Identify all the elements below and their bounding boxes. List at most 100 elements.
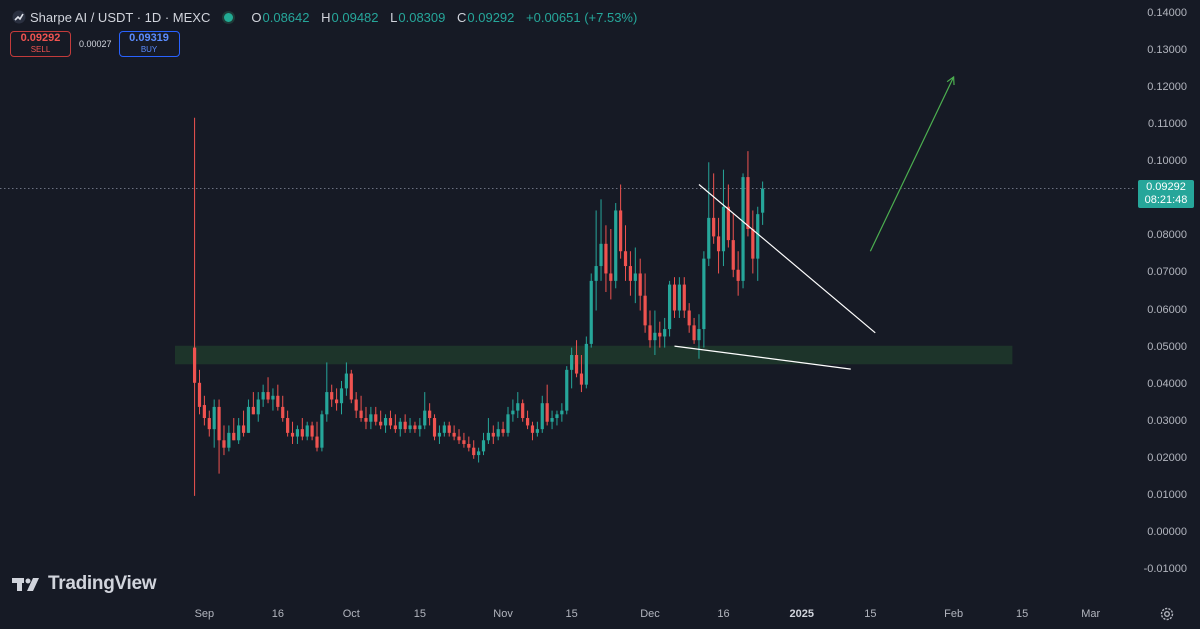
candle-body xyxy=(540,403,544,430)
candle-body xyxy=(731,240,735,270)
candle xyxy=(687,303,691,333)
candle-body xyxy=(428,410,432,419)
candle-body xyxy=(423,410,427,426)
candle-body xyxy=(560,410,564,415)
y-tick-label: 0.11000 xyxy=(1148,118,1187,131)
y-tick-label: 0.00000 xyxy=(1147,525,1187,538)
candle-body xyxy=(511,410,515,415)
candle xyxy=(648,310,652,348)
candle xyxy=(320,410,324,452)
candle xyxy=(202,395,206,426)
candle-body xyxy=(447,425,451,433)
x-tick-label: Oct xyxy=(342,608,360,620)
candle-body xyxy=(584,343,588,385)
candle xyxy=(393,414,397,433)
candle xyxy=(467,436,471,452)
candle-body xyxy=(486,432,491,441)
token-logo-icon xyxy=(12,10,26,24)
y-tick-label: 0.07000 xyxy=(1147,266,1187,279)
candle xyxy=(286,410,290,437)
candle xyxy=(212,399,216,448)
candle xyxy=(364,406,368,430)
candle-body xyxy=(300,429,304,437)
candle-body xyxy=(506,414,510,433)
candle-body xyxy=(628,266,633,281)
x-tick-label: 16 xyxy=(717,608,730,620)
candle xyxy=(457,429,461,444)
candle xyxy=(354,392,358,419)
candle-body xyxy=(545,403,549,422)
candle-body xyxy=(403,421,407,430)
candle-body xyxy=(295,429,300,437)
x-tick-label: Dec xyxy=(640,608,660,620)
y-tick-label: 0.04000 xyxy=(1147,377,1187,390)
candle xyxy=(486,418,491,444)
candle-body xyxy=(442,425,446,433)
candles xyxy=(192,117,765,496)
candle-body xyxy=(246,406,251,433)
spread-value: 0.00027 xyxy=(79,39,112,49)
candle xyxy=(516,392,520,419)
candle xyxy=(442,421,446,437)
candle-body xyxy=(457,436,461,441)
candle-body xyxy=(197,382,202,407)
candle xyxy=(403,414,407,433)
candle xyxy=(501,421,505,437)
x-tick-label: 16 xyxy=(271,608,284,620)
candle-body xyxy=(707,217,711,259)
candle-body xyxy=(467,443,471,448)
candle xyxy=(677,277,681,318)
candle-body xyxy=(516,403,520,411)
candle-body xyxy=(638,273,642,296)
candle-body xyxy=(241,425,246,433)
candle xyxy=(667,280,672,337)
candle xyxy=(653,310,657,356)
candle-body xyxy=(202,405,206,419)
candle xyxy=(281,395,285,422)
candle xyxy=(413,421,417,433)
candle-body xyxy=(521,403,525,419)
candle-body xyxy=(697,329,701,341)
candle xyxy=(658,321,662,348)
candle-body xyxy=(761,188,765,213)
candle-body xyxy=(751,228,755,259)
candle-body xyxy=(716,236,721,252)
candle xyxy=(633,247,637,304)
candle-body xyxy=(525,418,530,426)
candle xyxy=(217,399,221,474)
candle-body xyxy=(687,310,691,326)
candle xyxy=(663,317,667,348)
candle-body xyxy=(418,425,422,430)
tradingview-logo[interactable]: TradingView xyxy=(12,573,157,595)
candle-body xyxy=(290,432,295,437)
candle xyxy=(550,410,554,430)
candle xyxy=(310,421,314,441)
candle xyxy=(383,414,388,433)
candle-body xyxy=(261,392,265,400)
settings-gear-icon[interactable] xyxy=(1159,606,1175,622)
candle-body xyxy=(604,243,608,274)
candle xyxy=(261,384,265,407)
candle-body xyxy=(530,425,535,433)
y-tick-label: 0.02000 xyxy=(1147,451,1187,464)
candle-body xyxy=(276,395,280,407)
candle-body xyxy=(579,373,584,385)
candle xyxy=(251,392,255,415)
candle xyxy=(300,418,304,441)
chart-header: Sharpe AI / USDT · 1D · MEXC O0.08642 H0… xyxy=(12,8,645,26)
candle xyxy=(692,317,696,344)
candle-body xyxy=(501,429,505,433)
candle xyxy=(697,314,701,359)
candle xyxy=(325,362,329,422)
candle-body xyxy=(623,251,628,267)
buy-button[interactable]: 0.09319 BUY xyxy=(118,31,180,57)
symbol-title[interactable]: Sharpe AI / USDT · 1D · MEXC xyxy=(30,9,211,25)
candle-body xyxy=(266,392,270,400)
candle xyxy=(511,399,515,422)
sell-button[interactable]: 0.09292 SELL xyxy=(10,31,71,57)
candle-body xyxy=(672,284,677,311)
market-status-icon[interactable] xyxy=(224,12,234,22)
candle-body xyxy=(432,418,437,437)
candle-body xyxy=(594,266,598,281)
